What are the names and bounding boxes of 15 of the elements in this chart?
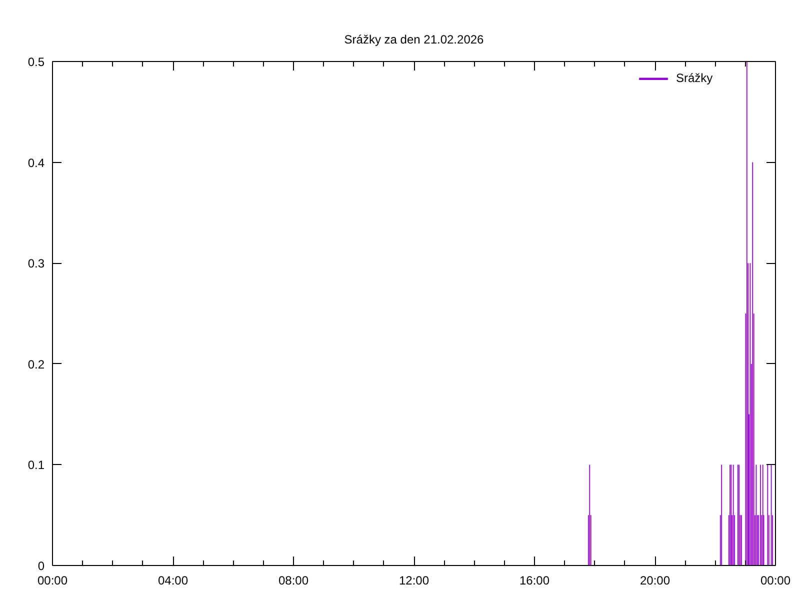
x-tick-label: 08:00 bbox=[278, 574, 309, 588]
y-tick-label: 0 bbox=[38, 559, 45, 573]
x-tick-label: 20:00 bbox=[640, 574, 670, 588]
x-tick-label: 00:00 bbox=[37, 574, 68, 588]
x-tick-label: 16:00 bbox=[519, 574, 550, 588]
y-tick-label: 0.1 bbox=[28, 458, 45, 472]
x-tick-label: 12:00 bbox=[398, 574, 430, 588]
y-tick-label: 0.2 bbox=[28, 357, 45, 372]
y-tick-label: 0.3 bbox=[28, 256, 45, 271]
x-tick-label: 00:00 bbox=[760, 574, 791, 588]
y-tick-label: 0.4 bbox=[28, 156, 45, 170]
y-tick-label: 0.5 bbox=[28, 55, 45, 69]
x-tick-label: 04:00 bbox=[158, 574, 188, 588]
legend-label: Srážky bbox=[676, 71, 713, 85]
chart-title: Srážky za den 21.02.2026 bbox=[344, 32, 484, 46]
